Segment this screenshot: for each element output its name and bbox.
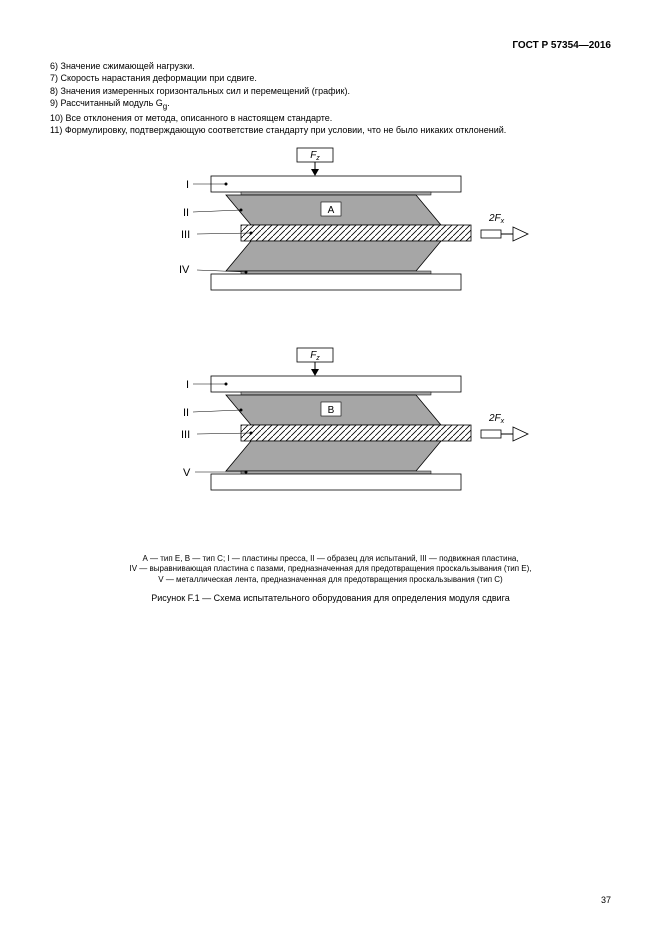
slip-plate-top <box>241 192 431 195</box>
press-plate-top <box>211 176 461 192</box>
text: 9) Рассчитанный модуль G <box>50 98 163 108</box>
label-b: В <box>327 405 334 416</box>
moving-plate-a <box>241 225 471 241</box>
list-item: 11) Формулировку, подтверждающую соответ… <box>50 125 611 136</box>
label-I-b: I <box>186 379 189 391</box>
slip-plate-bottom <box>241 271 431 274</box>
figure-legend: А — тип E, В — тип C; I — пластины пресс… <box>90 554 571 585</box>
label-I: I <box>186 179 189 191</box>
fx-label: 2F <box>488 213 502 224</box>
strip-top-b <box>241 392 431 395</box>
list-item: 7) Скорость нарастания деформации при сд… <box>50 73 611 84</box>
list-item: 8) Значения измеренных горизонтальных си… <box>50 86 611 97</box>
label-II: II <box>183 207 189 219</box>
label-V: V <box>183 467 191 479</box>
press-plate-bottom <box>211 274 461 290</box>
fx-sub: x <box>499 218 504 225</box>
fz-sub-b: z <box>315 355 320 362</box>
page: ГОСТ Р 57354—2016 6) Значение сжимающей … <box>0 0 661 935</box>
press-plate-bottom-b <box>211 474 461 490</box>
label-a: А <box>327 205 334 216</box>
legend-line: IV — выравнивающая пластина с пазами, пр… <box>130 564 532 573</box>
fz-sub: z <box>315 155 320 162</box>
list-item: 9) Рассчитанный модуль Gg. <box>50 98 611 112</box>
text-list: 6) Значение сжимающей нагрузки. 7) Скоро… <box>50 61 611 136</box>
legend-line: V — металлическая лента, предназначенная… <box>158 575 502 584</box>
doc-header: ГОСТ Р 57354—2016 <box>50 40 611 51</box>
svg-text:2Fx: 2Fx <box>488 213 505 225</box>
list-item: 10) Все отклонения от метода, описанного… <box>50 113 611 124</box>
strip-bottom-b <box>241 471 431 474</box>
figure-caption: Рисунок F.1 — Схема испытательного обору… <box>50 593 611 603</box>
page-number: 37 <box>601 895 611 905</box>
text: . <box>167 98 170 108</box>
fz-arrow-top: Fz <box>297 148 333 176</box>
diagram-svg: Fz А 2Fx <box>111 146 551 546</box>
fx-sub-b: x <box>499 418 504 425</box>
fx-label-b: 2F <box>488 413 502 424</box>
list-item: 6) Значение сжимающей нагрузки. <box>50 61 611 72</box>
legend-line: А — тип E, В — тип C; I — пластины пресс… <box>142 554 518 563</box>
moving-plate-b <box>241 425 471 441</box>
label-III-b: III <box>181 429 190 441</box>
label-II-b: II <box>183 407 189 419</box>
label-III-a: III <box>181 229 190 241</box>
sample-lower-a <box>226 241 441 271</box>
fx-arrow-a: 2Fx <box>481 213 528 241</box>
label-IV: IV <box>179 264 190 276</box>
sample-lower-b <box>226 441 441 471</box>
svg-text:2Fx: 2Fx <box>488 413 505 425</box>
press-plate-top-b <box>211 376 461 392</box>
figure-area: Fz А 2Fx <box>50 146 611 603</box>
